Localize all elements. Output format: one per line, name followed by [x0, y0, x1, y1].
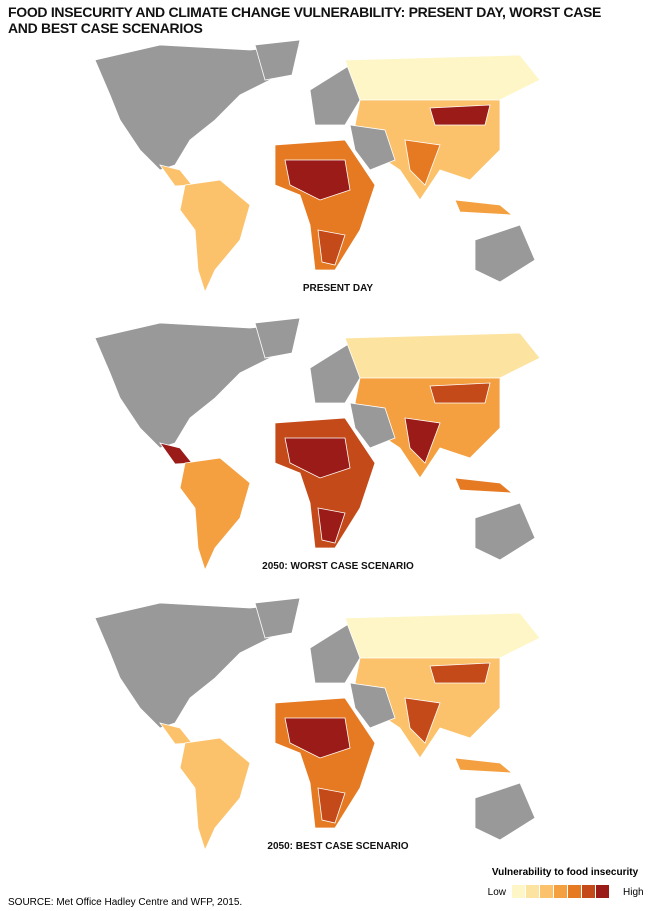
legend-swatch: [596, 885, 609, 898]
legend-high: High: [623, 887, 644, 898]
map-worst: [94, 317, 541, 571]
legend-swatch: [512, 885, 525, 898]
legend-swatch: [540, 885, 553, 898]
legend-swatch: [582, 885, 595, 898]
map-label: PRESENT DAY: [303, 283, 374, 294]
title: FOOD INSECURITY AND CLIMATE CHANGE VULNE…: [8, 4, 602, 36]
legend-low: Low: [488, 887, 507, 898]
map-label: 2050: BEST CASE SCENARIO: [267, 841, 408, 852]
map-label: 2050: WORST CASE SCENARIO: [262, 561, 414, 572]
map-best: [94, 597, 541, 851]
legend-title: Vulnerability to food insecurity: [492, 867, 639, 878]
source: SOURCE: Met Office Hadley Centre and WFP…: [8, 897, 242, 908]
legend-swatch: [526, 885, 539, 898]
legend-swatches: [512, 885, 609, 898]
map-present: [94, 39, 541, 293]
legend-swatch: [554, 885, 567, 898]
legend-swatch: [568, 885, 581, 898]
